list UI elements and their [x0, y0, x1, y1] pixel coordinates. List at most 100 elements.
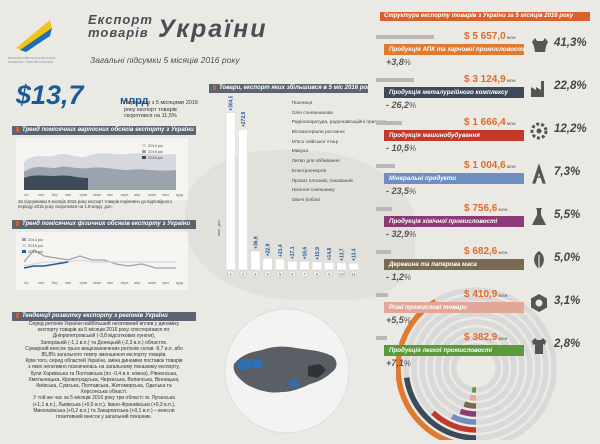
goods-list-item: Макуха [284, 147, 374, 157]
structure-share-value: 5,5 [554, 209, 570, 221]
goods-bar [225, 112, 236, 271]
month-label: січ [24, 281, 29, 285]
goods-bar [324, 262, 335, 271]
regions-line: 85,8% загального темпу зменшення експорт… [41, 352, 167, 359]
structure-category-label: Продукція хімічної промисловості [384, 216, 524, 227]
ministry-logo-icon [16, 20, 52, 52]
structure-change-value: +7,1 [386, 358, 404, 368]
goods-number: 11 [352, 273, 356, 277]
month-label: жовт [148, 193, 156, 197]
trend-value-note: За підсумками 5 місяців 2016 року експор… [18, 199, 173, 210]
structure-value-unit: млн [498, 336, 508, 341]
structure-value-unit: млн [506, 164, 516, 169]
goods-number-badge [251, 270, 259, 278]
legend-2016: 2016 рік [148, 155, 163, 160]
structure-change-value: +5,5 [386, 315, 404, 325]
legend-2016: 2016 рік [28, 249, 43, 254]
line-2015 [23, 259, 176, 267]
month-label: лип [107, 193, 113, 197]
month-label: бер [52, 281, 58, 285]
trend-value-months: січ лют бер квіт трав черв лип серп вер жовт лист г… [24, 193, 184, 197]
structure-value: $ 1 666,4млн [464, 117, 516, 128]
title-line2: товарів [88, 25, 149, 40]
month-label: черв [93, 281, 101, 285]
goods-bar [336, 262, 347, 271]
goods-number-badge [288, 270, 296, 278]
structure-value-amount: $ 5 657,0 [464, 31, 506, 42]
factory-icon [531, 81, 544, 97]
month-label: лип [107, 281, 113, 285]
ring-share-arc [419, 311, 533, 425]
goods-number: 8 [316, 273, 318, 277]
month-label: груд [176, 193, 184, 197]
regions-line: позитивний внесок у загальний показник. [56, 414, 152, 421]
regions-line: Сумарний внесок трьох вищезазначених рег… [25, 345, 183, 352]
ring-center [460, 352, 492, 384]
structure-change: +7,1% [386, 358, 411, 368]
structure-change: - 1,2% [386, 272, 412, 282]
trend-value-header: Тренд помісячних вартісних обсягів експо… [12, 126, 196, 135]
goods-list-item: Радіоапаратура, радіонавігаційні прилади [284, 118, 386, 128]
legend-2015: 2015 рік [28, 243, 43, 248]
regions-line: з яких негативно позначилась на загально… [28, 364, 180, 371]
goods-number-badge [227, 270, 235, 278]
goods-value-label: +14,8 [327, 247, 333, 260]
month-label: лист [162, 193, 170, 197]
structure-change: - 32,9% [386, 229, 417, 239]
goods-bar-chart: млн. дол. +304,5 1 +272,9 2 +36,9 3 +22,9 4 +21,… [216, 96, 359, 278]
shirt-icon [532, 338, 546, 354]
structure-value: $ 3 124,9млн [464, 74, 516, 85]
goods-value-label: +22,9 [266, 243, 272, 256]
structure-share: 22,8% [554, 80, 587, 92]
structure-value: $ 382,9млн [464, 332, 507, 343]
goods-bar [311, 261, 322, 271]
structure-value-unit: млн [506, 121, 516, 126]
month-label: трав [79, 193, 87, 197]
goods-number: 3 [254, 273, 256, 277]
region-positive [288, 378, 300, 388]
regions-line: (+1,1 в.п.), Львівська (+0,5 в.п.), Іван… [32, 401, 176, 408]
regions-line: Миколаївська (+0,2 в.п.) та Закарпатська… [33, 407, 175, 414]
structure-value-unit: млн [498, 293, 508, 298]
goods-value-label: +13,7 [339, 248, 345, 261]
structure-change-value: - 10,5 [386, 143, 410, 153]
structure-row: $ 410,9млн Різні промислові товари +5,5% 3,… [376, 288, 600, 331]
ukraine-map-circle [224, 308, 350, 434]
regions-text: Серед регіонів України найбільший негати… [16, 321, 192, 420]
chart-background [16, 232, 188, 290]
ring-share-arc [435, 327, 517, 409]
month-label: вер [134, 193, 140, 197]
goods-value-label: +17,1 [290, 246, 296, 259]
structure-value: $ 1 004,6млн [464, 160, 516, 171]
structure-list: $ 5 657,0млн Продукція АПК та харчової пр… [376, 30, 600, 374]
structure-change: - 23,5% [386, 186, 417, 196]
goods-list-item: М'ясо свійської птиці [284, 138, 374, 148]
month-label: серп [121, 281, 129, 285]
regions-line: Серед регіонів України найбільший негати… [28, 321, 180, 327]
structure-row: $ 1 666,4млн Продукція машинобудування - 1… [376, 116, 600, 159]
month-label: лют [38, 193, 45, 197]
structure-change: +5,5% [386, 315, 411, 325]
structure-value-unit: млн [498, 207, 508, 212]
month-label: січ [24, 193, 29, 197]
regions-line: Хмельницька, Кіровоградська, Черкаська, … [28, 376, 180, 383]
goods-list-item: Литво для оббивання [284, 157, 374, 167]
goods-bar [275, 258, 285, 271]
structure-value-amount: $ 382,9 [464, 332, 498, 343]
goods-number: 6 [291, 273, 293, 277]
legend-2014: 2014 рік [28, 237, 43, 242]
goods-list: ПшеницяОлія соняшниковаРадіоапаратура, р… [284, 99, 386, 206]
goods-value-label: +36,9 [253, 236, 259, 249]
ring-share-arc [427, 319, 525, 417]
structure-value-amount: $ 410,9 [464, 289, 498, 300]
structure-value-bar [376, 121, 402, 125]
month-label: трав [79, 281, 87, 285]
structure-value: $ 756,6млн [464, 203, 507, 214]
structure-row: $ 3 124,9млн Продукція металургійного ком… [376, 73, 600, 116]
goods-bar [250, 250, 261, 271]
structure-value-bar [376, 78, 415, 82]
structure-value-amount: $ 3 124,9 [464, 74, 506, 85]
goods-number-badge [313, 270, 321, 278]
goods-value-label: +15,9 [315, 247, 321, 260]
goods-number: 7 [303, 273, 305, 277]
